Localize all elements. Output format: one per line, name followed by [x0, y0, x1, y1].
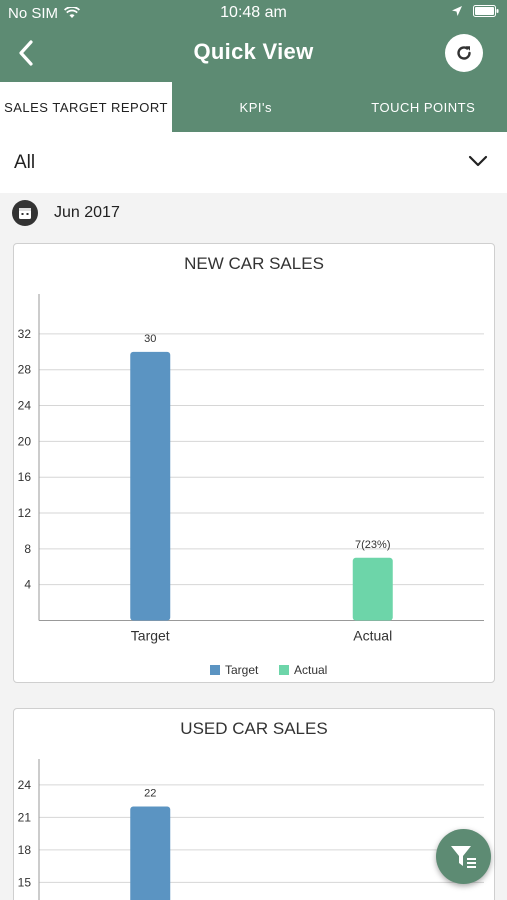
chart-title: USED CAR SALES — [180, 719, 328, 738]
legend-swatch-target — [210, 665, 220, 675]
calendar-glyph — [19, 208, 31, 219]
x-tick-label: Target — [131, 628, 170, 644]
y-tick-label: 18 — [18, 843, 32, 857]
carrier-label: No SIM — [8, 5, 59, 22]
y-tick-label: 21 — [18, 810, 32, 824]
used-car-sales-chart: 15 18 21 24 22 — [18, 759, 484, 900]
y-tick-label: 28 — [18, 363, 32, 377]
tab-kpis[interactable]: KPI's — [239, 99, 272, 115]
legend-label-target: Target — [225, 663, 259, 677]
legend-swatch-actual — [279, 665, 289, 675]
filter-dropdown[interactable]: All — [0, 132, 507, 193]
data-label: 30 — [144, 333, 156, 345]
tab-bar: SALES TARGET REPORT KPI's TOUCH POINTS — [0, 82, 507, 132]
battery-icon — [473, 5, 499, 17]
y-tick-label: 12 — [18, 506, 32, 520]
status-bar: No SIM 10:48 am — [0, 0, 507, 26]
used-car-sales-card: USED CAR SALES 15 18 21 24 22 — [13, 708, 495, 900]
tab-sales-target-report[interactable]: SALES TARGET REPORT — [0, 82, 172, 132]
bar-target — [130, 351, 171, 621]
location-arrow-icon — [452, 6, 462, 16]
period-row: Jun 2017 — [12, 200, 120, 226]
nav-bar: Quick View — [0, 26, 507, 82]
bar-actual — [352, 557, 393, 621]
y-tick-label: 32 — [18, 327, 32, 341]
filter-icon — [450, 845, 476, 868]
bar-target — [130, 806, 171, 900]
chart-title: NEW CAR SALES — [184, 254, 324, 273]
y-tick-label: 24 — [18, 399, 32, 413]
chevron-down-icon — [468, 155, 488, 167]
filter-fab-button[interactable] — [436, 829, 491, 884]
new-car-sales-chart: 4 8 12 16 20 24 28 32 30 Target 7(23%) Actual Target… — [18, 294, 484, 677]
calendar-icon[interactable] — [12, 200, 38, 226]
page-title: Quick View — [193, 39, 314, 64]
y-tick-label: 4 — [24, 578, 31, 592]
y-tick-label: 15 — [18, 875, 32, 889]
back-arrow-icon[interactable] — [12, 38, 42, 68]
y-tick-label: 8 — [24, 542, 31, 556]
legend-label-actual: Actual — [294, 663, 327, 677]
x-tick-label: Actual — [353, 628, 392, 644]
refresh-icon — [457, 46, 471, 60]
data-label: 22 — [144, 788, 156, 800]
refresh-button[interactable] — [445, 34, 483, 72]
new-car-sales-card: NEW CAR SALES 4 8 12 16 20 24 28 32 30 Target 7(23… — [13, 243, 495, 683]
y-tick-label: 24 — [18, 778, 32, 792]
y-tick-label: 20 — [18, 434, 32, 448]
wifi-icon — [64, 7, 80, 18]
filter-value: All — [14, 152, 36, 173]
tab-touch-points[interactable]: TOUCH POINTS — [371, 99, 476, 115]
clock: 10:48 am — [220, 4, 287, 21]
y-tick-label: 16 — [18, 470, 32, 484]
data-label: 7(23%) — [355, 539, 390, 551]
period-label: Jun 2017 — [54, 204, 120, 221]
